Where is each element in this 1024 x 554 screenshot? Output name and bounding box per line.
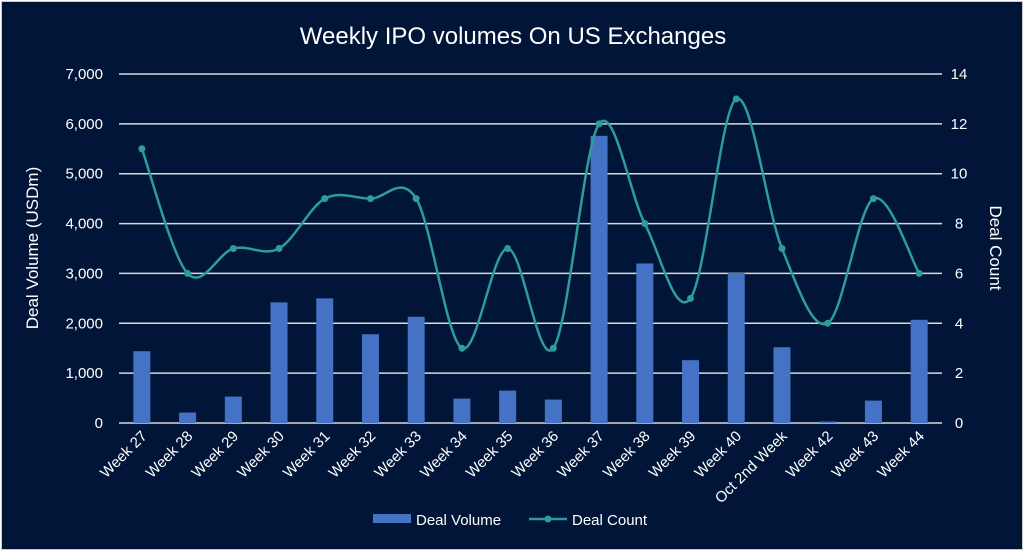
- point-deal-count: [458, 344, 466, 352]
- bar-deal-volume: [773, 347, 791, 423]
- y-tick-label: 2,000: [65, 315, 103, 332]
- x-tick-label: Week 30: [234, 428, 288, 482]
- bar-deal-volume: [499, 390, 517, 423]
- y2-tick-label: 2: [955, 365, 963, 382]
- point-deal-count: [412, 195, 420, 203]
- point-deal-count: [184, 269, 192, 277]
- y2-tick-label: 8: [955, 216, 963, 233]
- bar-deal-volume: [910, 319, 928, 423]
- point-deal-count: [229, 245, 237, 252]
- bar-deal-volume: [270, 302, 288, 423]
- x-tick-label: Week 39: [646, 428, 700, 482]
- x-tick-label: Week 37: [554, 428, 608, 482]
- bar-deal-volume: [407, 316, 425, 423]
- point-deal-count: [732, 95, 740, 103]
- point-deal-count: [869, 195, 877, 203]
- y-tick-label: 5,000: [65, 166, 103, 183]
- bar-deal-volume: [727, 272, 745, 423]
- x-tick-label: Week 33: [371, 428, 425, 482]
- x-tick-label: Week 38: [600, 428, 654, 482]
- x-tick-label: Week 27: [97, 428, 151, 482]
- point-deal-count: [138, 145, 146, 153]
- x-tick-label: Week 28: [143, 428, 197, 482]
- x-tick-label: Week 44: [874, 428, 928, 482]
- line-deal-count: [140, 97, 921, 352]
- x-tick-label: Week 43: [829, 428, 883, 482]
- point-deal-count: [366, 195, 374, 203]
- x-tick-label: Week 31: [280, 428, 334, 482]
- y-tick-label: 3,000: [65, 265, 103, 282]
- y-tick-label: 1,000: [65, 365, 103, 382]
- x-tick-label: Week 29: [188, 428, 242, 482]
- x-tick-label: Week 35: [463, 428, 517, 482]
- y2-tick-label: 14: [951, 66, 968, 83]
- y-tick-label: 7,000: [65, 66, 103, 83]
- y-tick-label: 0: [95, 415, 103, 432]
- point-deal-count: [778, 245, 786, 252]
- point-deal-count: [549, 344, 557, 352]
- bar-deal-volume: [179, 412, 197, 423]
- x-tick-label: Week 42: [783, 428, 837, 482]
- legend-label-deal-count: Deal Count: [572, 512, 648, 529]
- legend-swatch-deal-volume: [373, 514, 411, 523]
- bar-deal-volume: [316, 298, 334, 423]
- y2-tick-label: 0: [955, 415, 963, 432]
- bar-deal-volume: [133, 351, 151, 423]
- bar-deal-volume: [590, 135, 608, 423]
- y-axis-label: Deal Volume (USDm): [23, 167, 42, 330]
- bar-deal-volume: [864, 400, 882, 423]
- legend: Deal Volume Deal Count: [373, 512, 648, 529]
- bar-deal-volume: [544, 399, 562, 423]
- y-tick-label: 6,000: [65, 116, 103, 133]
- legend-marker-deal-count: [544, 515, 552, 523]
- bar-deal-volume: [636, 263, 654, 423]
- bar-deal-volume: [224, 396, 242, 423]
- y2-tick-label: 4: [955, 315, 963, 332]
- point-deal-count: [824, 319, 832, 327]
- y-tick-label: 4,000: [65, 216, 103, 233]
- point-deal-count: [275, 245, 283, 252]
- bar-deal-volume: [453, 398, 471, 423]
- legend-label-deal-volume: Deal Volume: [416, 512, 501, 529]
- point-deal-count: [687, 294, 695, 302]
- x-tick-label: Week 36: [508, 428, 562, 482]
- bar-deal-volume: [361, 334, 379, 423]
- y2-tick-label: 10: [951, 166, 968, 183]
- x-tick-label: Week 34: [417, 428, 471, 482]
- chart-title: Weekly IPO volumes On US Exchanges: [300, 23, 726, 50]
- point-deal-count: [321, 195, 329, 203]
- point-deal-count: [641, 220, 649, 228]
- point-deal-count: [595, 120, 603, 128]
- bar-deal-volume: [682, 360, 700, 423]
- point-deal-count: [915, 269, 923, 277]
- bar-deal-volume: [819, 421, 837, 423]
- y2-axis-label: Deal Count: [986, 205, 1005, 290]
- y2-tick-label: 6: [955, 265, 963, 282]
- point-deal-count: [504, 245, 512, 252]
- y2-tick-label: 12: [951, 116, 968, 133]
- x-tick-label: Week 32: [326, 428, 380, 482]
